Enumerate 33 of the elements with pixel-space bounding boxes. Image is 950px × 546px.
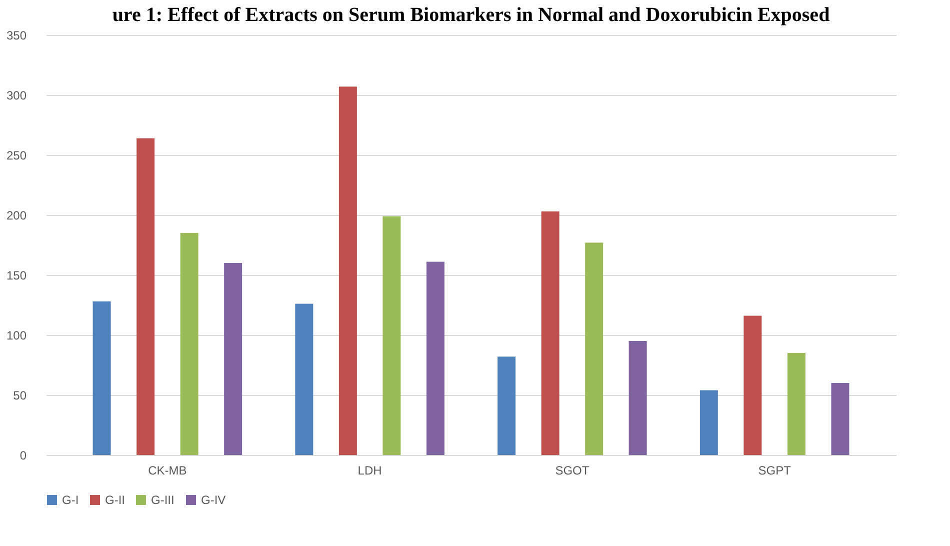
x-tick-label: CK-MB xyxy=(148,464,187,478)
bar xyxy=(382,216,401,455)
y-tick-label: 100 xyxy=(6,328,27,342)
bar xyxy=(224,263,242,455)
y-tick-label: 0 xyxy=(20,448,27,462)
y-tick-label: 300 xyxy=(6,88,27,102)
legend-label: G-II xyxy=(105,493,125,507)
bar xyxy=(628,341,647,455)
bar xyxy=(744,316,762,455)
x-tick-label: SGPT xyxy=(758,464,792,478)
bar xyxy=(426,262,444,455)
legend-label: G-I xyxy=(62,493,79,507)
bar xyxy=(92,301,111,455)
y-tick-label: 250 xyxy=(6,148,27,162)
bar xyxy=(136,138,155,455)
y-tick-label: 150 xyxy=(6,268,27,282)
bar xyxy=(700,390,718,455)
y-tick-label: 350 xyxy=(6,28,27,42)
bar xyxy=(338,86,357,455)
bar xyxy=(295,304,314,455)
legend-label: G-IV xyxy=(201,493,226,507)
x-tick-label: LDH xyxy=(358,464,382,478)
bar xyxy=(541,211,560,455)
bar xyxy=(831,383,850,455)
bar xyxy=(585,242,604,455)
bar xyxy=(180,233,198,455)
y-tick-label: 50 xyxy=(13,388,27,402)
y-tick-label: 200 xyxy=(6,208,27,222)
chart-title: ure 1: Effect of Extracts on Serum Biomarkers in Normal and Doxorubicin Exposed xyxy=(112,4,830,26)
legend-label: G-III xyxy=(151,493,174,507)
bar xyxy=(498,356,516,455)
bar xyxy=(787,353,806,455)
x-tick-label: SGOT xyxy=(555,464,590,478)
